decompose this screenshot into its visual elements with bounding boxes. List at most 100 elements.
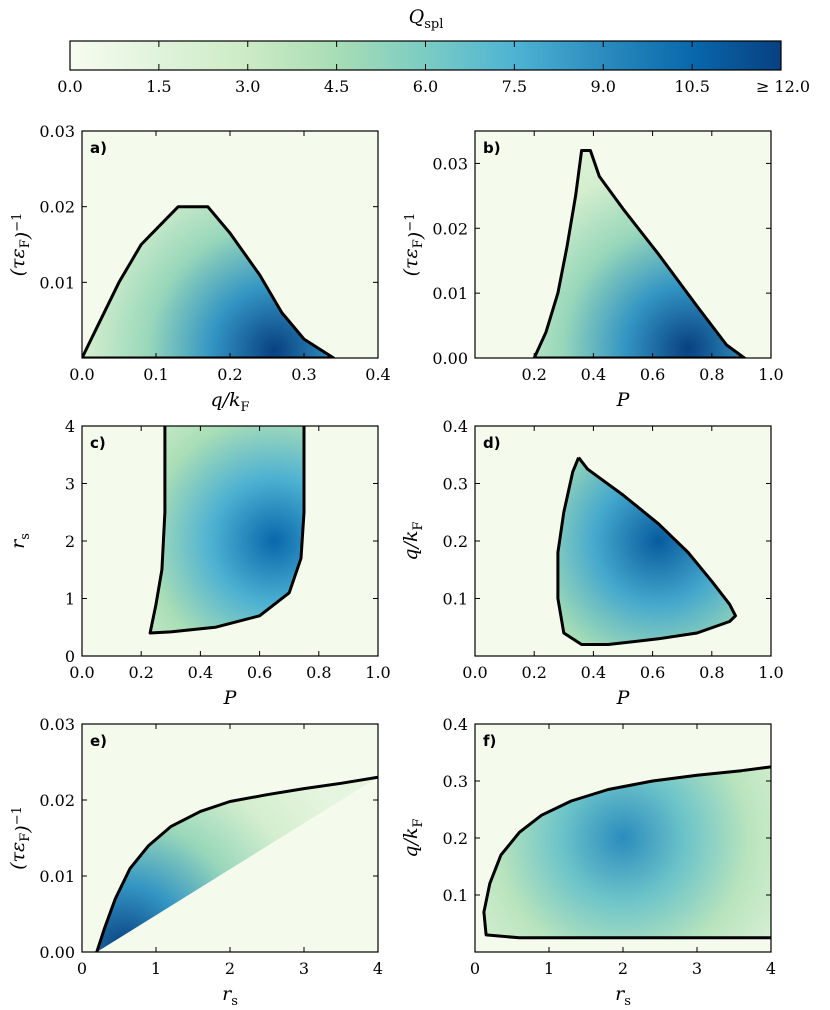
y-tick-label: 0.03 — [39, 122, 75, 141]
x-axis-label: P — [616, 389, 631, 411]
y-tick-label: 0.4 — [443, 715, 468, 734]
y-tick-label: 0.3 — [443, 772, 468, 791]
panel-label: b) — [483, 139, 501, 157]
x-tick-label: 0.0 — [69, 365, 94, 384]
y-tick-label: 0.00 — [432, 349, 468, 368]
x-tick-label: 3 — [299, 959, 309, 978]
x-tick-label: 0.8 — [699, 663, 724, 682]
colorbar-tick-label: 6.0 — [413, 77, 438, 96]
panel-a: 0.0 0.1 0.2 0.3 0.4 0.01 0.02 0.03 a) q/kF (τεF)−1 — [7, 122, 391, 415]
x-tick-label: 1 — [544, 959, 554, 978]
x-axis-label: rs — [615, 983, 631, 1009]
y-tick-label: 0.02 — [39, 791, 75, 810]
colorbar-tick-label: 0.0 — [57, 77, 82, 96]
panel-label: e) — [90, 732, 107, 750]
x-tick-label: 2 — [225, 959, 235, 978]
x-tick-label: 3 — [692, 959, 702, 978]
x-tick-label: 0.6 — [247, 663, 272, 682]
x-tick-label: 0.6 — [640, 365, 665, 384]
y-tick-label: 0.4 — [443, 417, 468, 436]
panels: 0.0 0.1 0.2 0.3 0.40.010.020.03a)q/kF(τεF)−1… — [7, 122, 784, 1009]
colorbar: Qspl 0.0 1.5 3.0 4.5 6.0 7.5 9.0 10.5 ≥ 12.0 — [57, 6, 810, 96]
x-tick-label: 1 — [151, 959, 161, 978]
x-tick-label: 0 — [77, 959, 87, 978]
y-tick-label: 0.2 — [443, 532, 468, 551]
y-tick-label: 3 — [65, 475, 75, 494]
colorbar-ticks: 0.0 1.5 3.0 4.5 6.0 7.5 9.0 10.5 ≥ 12.0 — [57, 41, 810, 96]
panel-c: 0.0 0.2 0.4 0.6 0.8 1.0 0 1 2 3 4 c) Prs — [7, 417, 391, 709]
y-tick-label: 0.02 — [432, 219, 468, 238]
y-axis-label: (τεF)−1 — [7, 806, 34, 870]
x-axis-label: P — [616, 687, 631, 709]
colorbar-tick-label: 4.5 — [324, 77, 349, 96]
y-tick-label: 0.03 — [432, 154, 468, 173]
panel-f: 0 1 2 3 4 0.1 0.2 0.3 0.4 f) rs q/kF — [400, 715, 776, 1009]
x-tick-label: 0.1 — [143, 365, 168, 384]
y-tick-label: 0.00 — [39, 943, 75, 962]
x-tick-label: 1.0 — [758, 663, 783, 682]
region-boundary — [82, 205, 336, 358]
colorbar-tick-label: 9.0 — [591, 77, 616, 96]
x-tick-label: 0.4 — [581, 365, 606, 384]
region-boundary — [556, 456, 737, 646]
colorbar-tick-label: ≥ 12.0 — [756, 77, 810, 96]
y-axis-label: rs — [7, 533, 33, 549]
heatmap-region — [150, 426, 304, 633]
x-tick-label: 0.4 — [188, 663, 213, 682]
region-boundary — [148, 426, 306, 635]
x-tick-label: 0.8 — [699, 365, 724, 384]
region-boundary — [482, 765, 771, 940]
x-tick-label: 0.4 — [581, 663, 606, 682]
x-tick-label: 1.0 — [365, 663, 390, 682]
x-tick-label: 4 — [373, 959, 383, 978]
heatmap-region — [96, 777, 378, 952]
y-tick-label: 0.1 — [443, 590, 468, 609]
x-tick-label: 0.3 — [291, 365, 316, 384]
x-tick-label: 0.2 — [217, 365, 242, 384]
x-tick-label: 0.8 — [306, 663, 331, 682]
panel-label: c) — [90, 434, 106, 452]
y-tick-label: 0.2 — [443, 829, 468, 848]
y-tick-label: 0.3 — [443, 475, 468, 494]
x-tick-label: 0.2 — [128, 663, 153, 682]
panel-e: 0 1 2 3 4 0.00 0.01 0.02 0.03 e) rs (τεF)−1 — [7, 715, 383, 1009]
colorbar-title-sub: spl — [424, 17, 443, 32]
panel-d: 0.0 0.2 0.4 0.6 0.8 1.0 0.1 0.2 0.3 0.4 d) Pq/kF — [400, 417, 784, 709]
y-tick-label: 0.1 — [443, 886, 468, 905]
x-tick-label: 0.6 — [640, 663, 665, 682]
x-tick-label: 0.0 — [69, 663, 94, 682]
colorbar-title-main: Q — [409, 6, 425, 28]
axes-frame — [474, 130, 772, 359]
colorbar-title: Qspl — [409, 6, 444, 32]
region-boundary — [532, 149, 746, 358]
y-tick-label: 1 — [65, 590, 75, 609]
x-tick-label: 1.0 — [758, 365, 783, 384]
x-axis-label: P — [223, 687, 238, 709]
y-axis-label: (τεF)−1 — [7, 213, 34, 277]
panel-label: f) — [483, 732, 496, 750]
y-tick-label: 4 — [65, 417, 75, 436]
x-tick-label: 2 — [618, 959, 628, 978]
colorbar-tick-label: 7.5 — [502, 77, 527, 96]
x-tick-label: 0 — [470, 959, 480, 978]
y-tick-label: 0.01 — [39, 867, 75, 886]
x-tick-label: 0.2 — [521, 663, 546, 682]
y-tick-label: 2 — [65, 532, 75, 551]
x-axis-label: q/kF — [210, 389, 249, 415]
y-tick-label: 0.01 — [39, 273, 75, 292]
y-tick-label: 0.01 — [432, 284, 468, 303]
heatmap-region — [534, 150, 745, 358]
y-tick-label: 0.03 — [39, 715, 75, 734]
colorbar-tick-label: 3.0 — [235, 77, 260, 96]
x-tick-label: 0.0 — [462, 663, 487, 682]
region-boundary — [95, 775, 378, 952]
panel-label: d) — [483, 434, 501, 452]
x-tick-label: 0.2 — [521, 365, 546, 384]
colorbar-tick-label: 10.5 — [674, 77, 710, 96]
y-tick-label: 0 — [65, 647, 75, 666]
x-axis-label: rs — [222, 983, 238, 1009]
x-tick-label: 4 — [766, 959, 776, 978]
panel-b: 0.2 0.4 0.6 0.8 1.0 0.00 0.01 0.02 0.03 b) P (τεF)−… — [400, 130, 784, 411]
heatmap-region — [82, 206, 334, 358]
